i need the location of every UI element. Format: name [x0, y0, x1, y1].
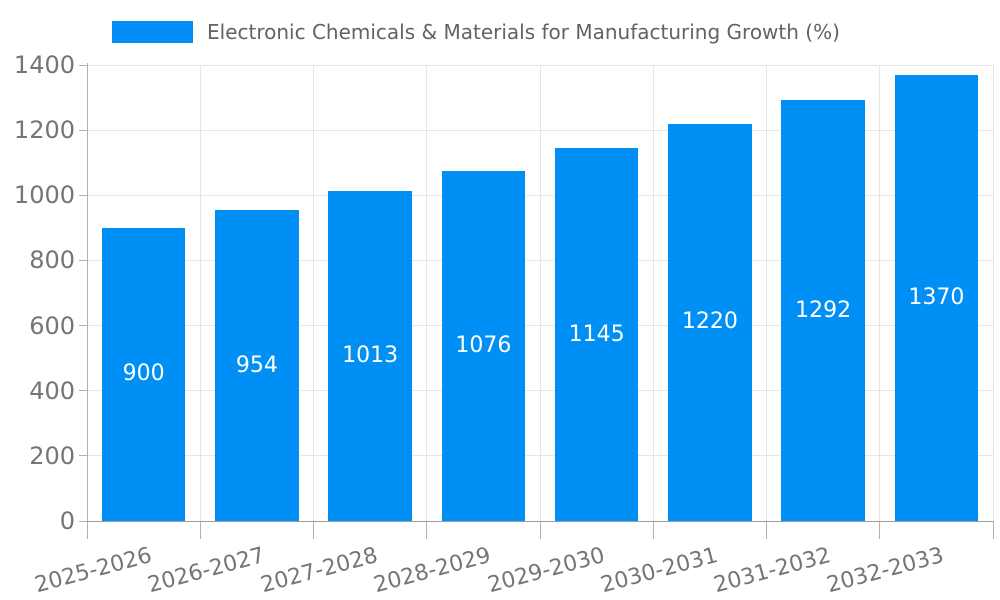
- legend-swatch: [112, 21, 193, 43]
- y-tick-label: 800: [29, 246, 75, 275]
- bar[interactable]: [101, 227, 186, 521]
- legend[interactable]: Electronic Chemicals & Materials for Man…: [112, 21, 840, 43]
- bar[interactable]: [328, 191, 412, 521]
- bar[interactable]: [441, 170, 526, 521]
- bar[interactable]: [781, 100, 865, 521]
- x-tick-mark: [313, 521, 314, 539]
- bar-value-label: 1076: [455, 332, 512, 358]
- x-gridline: [766, 65, 767, 521]
- x-tick-mark: [539, 521, 541, 539]
- x-tick-mark: [199, 521, 201, 539]
- y-tick-mark: [79, 390, 87, 392]
- y-tick-mark: [79, 64, 87, 66]
- y-tick-label: 1000: [13, 181, 75, 210]
- x-gridline: [313, 65, 314, 521]
- x-gridline: [539, 65, 541, 521]
- x-tick-mark: [652, 521, 654, 539]
- y-tick-label: 600: [29, 311, 75, 340]
- y-tick-label: 1400: [13, 51, 75, 79]
- bar-value-label: 900: [122, 361, 165, 387]
- x-tick-mark: [86, 521, 88, 539]
- y-tick-mark: [79, 129, 87, 131]
- y-tick-label: 200: [29, 441, 75, 470]
- bar[interactable]: [668, 123, 752, 521]
- bar[interactable]: [215, 210, 299, 521]
- y-tick-mark: [79, 194, 87, 196]
- x-tick-mark: [426, 521, 428, 539]
- y-tick-mark: [79, 455, 87, 457]
- bar[interactable]: [554, 148, 639, 521]
- x-tick-mark: [879, 521, 881, 539]
- x-gridline: [879, 65, 881, 521]
- y-tick-label: 400: [29, 376, 75, 405]
- y-tick-mark: [79, 259, 87, 261]
- y-tick-mark: [79, 520, 87, 522]
- bar-value-label: 1292: [795, 297, 852, 323]
- bar-value-label: 1013: [342, 343, 399, 369]
- x-gridline: [426, 65, 428, 521]
- bar[interactable]: [894, 74, 979, 521]
- bar-value-label: 954: [235, 352, 278, 378]
- legend-label: Electronic Chemicals & Materials for Man…: [207, 20, 840, 44]
- bar-value-label: 1370: [908, 284, 965, 310]
- bar-value-label: 1220: [681, 309, 738, 335]
- x-tick-mark: [992, 521, 994, 539]
- bar-value-label: 1145: [568, 321, 625, 347]
- x-gridline: [199, 65, 201, 521]
- y-axis-line: [86, 63, 88, 521]
- y-tick-mark: [79, 325, 87, 327]
- y-tick-label: 0: [59, 507, 75, 535]
- y-tick-label: 1200: [13, 116, 75, 145]
- x-gridline: [992, 65, 994, 521]
- x-tick-mark: [766, 521, 767, 539]
- x-axis-line: [87, 520, 993, 522]
- x-gridline: [652, 65, 654, 521]
